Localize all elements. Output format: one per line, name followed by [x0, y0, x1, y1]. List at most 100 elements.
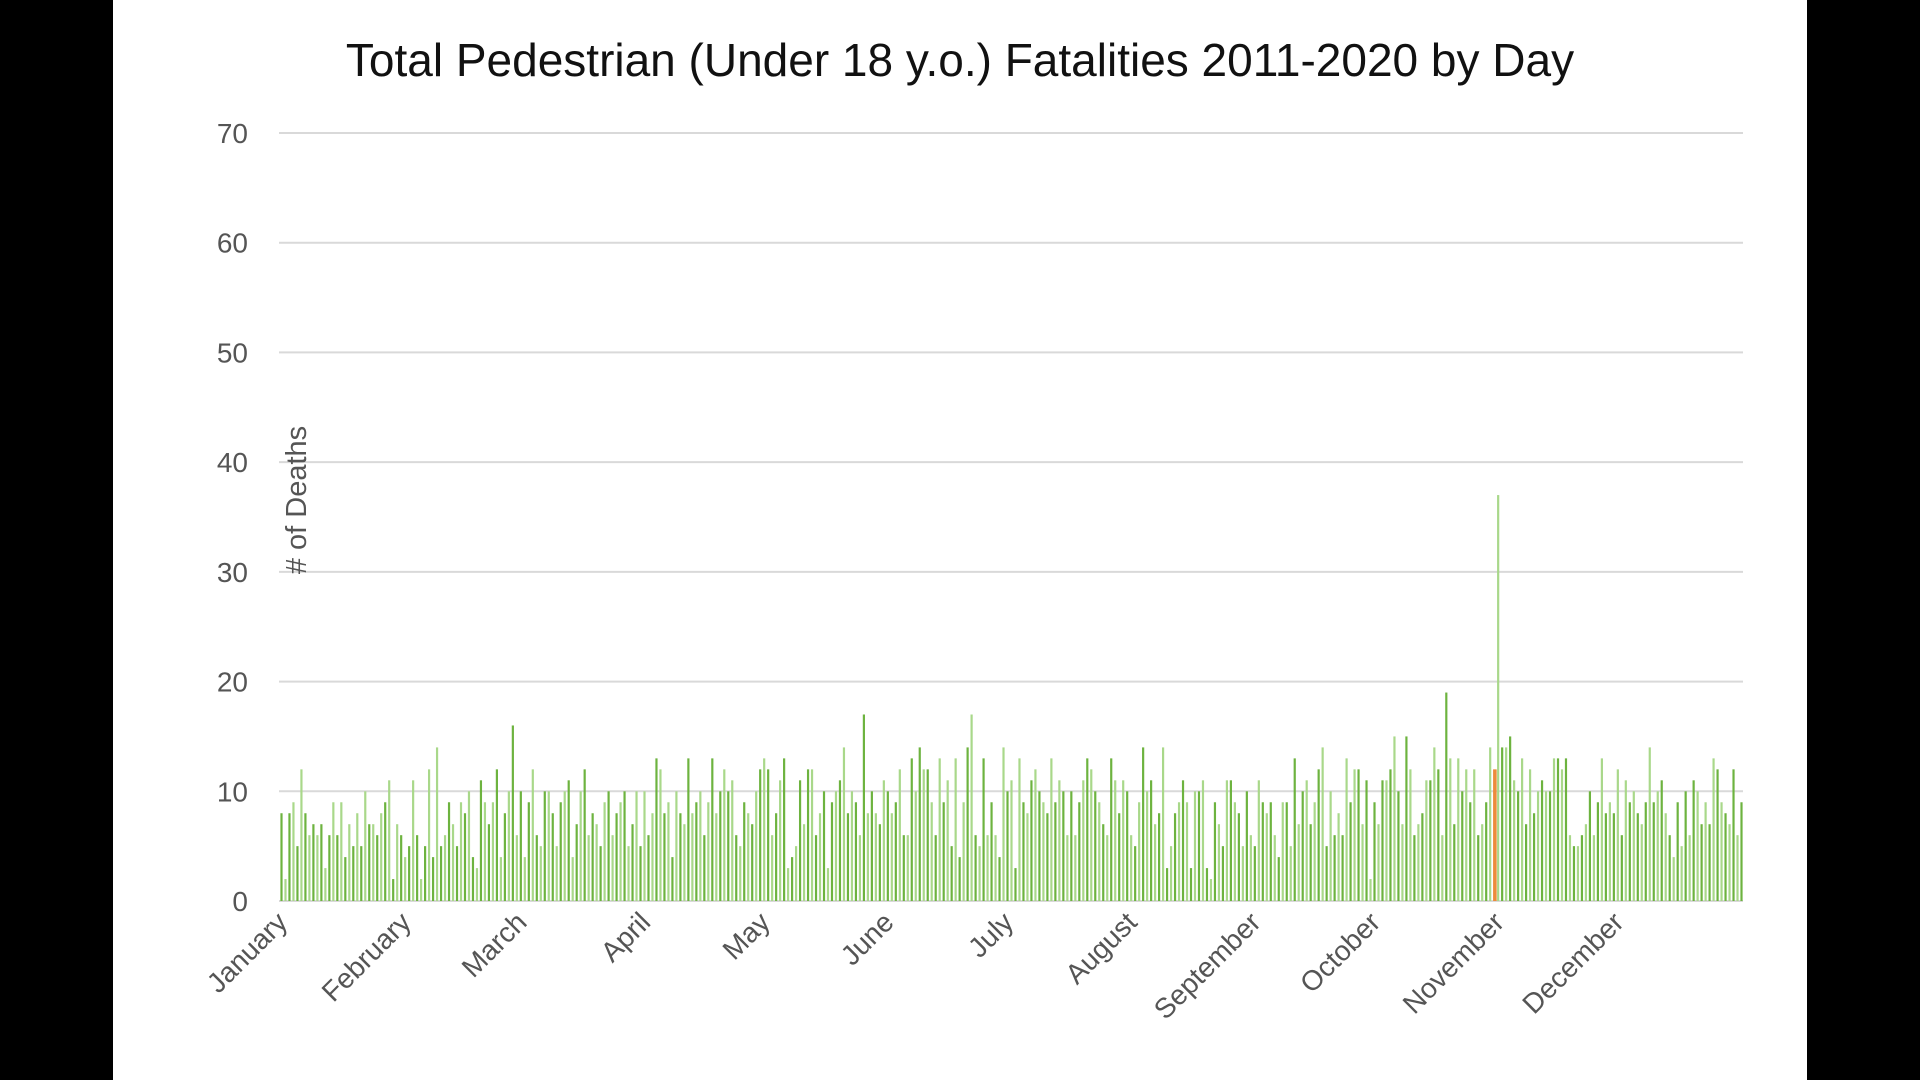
bar: [1501, 747, 1504, 901]
bar: [599, 846, 602, 901]
bar: [982, 758, 985, 901]
x-tick-label: November: [1397, 906, 1510, 1019]
bar: [1158, 813, 1161, 901]
bar: [691, 813, 694, 901]
x-tick-label: June: [835, 906, 900, 971]
bar: [1122, 780, 1125, 901]
bar: [1632, 791, 1635, 901]
bar: [1257, 780, 1260, 901]
bar: [1429, 780, 1432, 901]
bar: [435, 747, 439, 901]
bar: [1110, 758, 1113, 901]
bar: [1712, 758, 1715, 901]
bar: [431, 857, 435, 901]
bar: [966, 747, 969, 901]
bar: [412, 780, 415, 901]
bar: [296, 846, 299, 901]
bar: [1102, 824, 1105, 901]
bar-highlight: [1493, 769, 1497, 901]
bar: [1620, 835, 1623, 901]
bar: [671, 857, 674, 901]
bar: [1377, 824, 1380, 901]
bar: [1329, 791, 1332, 901]
bar: [1405, 736, 1408, 901]
bar: [1528, 769, 1532, 901]
bar: [1736, 835, 1739, 901]
bar: [1560, 769, 1564, 901]
bar: [400, 835, 403, 901]
bar: [814, 835, 818, 901]
bar: [1481, 824, 1484, 901]
bar: [1026, 813, 1029, 901]
bar: [1413, 835, 1416, 901]
bar: [1548, 791, 1552, 901]
bar: [1564, 758, 1568, 901]
bar: [416, 835, 419, 901]
bar: [499, 857, 502, 901]
bar: [1393, 736, 1396, 901]
bar: [1293, 758, 1296, 901]
bar: [818, 813, 822, 901]
bar: [771, 835, 774, 901]
bar: [1485, 802, 1488, 901]
bar: [643, 791, 646, 901]
bar: [408, 846, 411, 901]
bar: [356, 813, 359, 901]
y-tick-label: 40: [217, 447, 248, 478]
bar: [1596, 802, 1599, 901]
bar: [511, 725, 514, 901]
y-axis-ticks: 0 10 20 30 40 50 60 70: [217, 118, 248, 917]
bar: [1150, 780, 1153, 901]
bar: [1054, 802, 1057, 901]
bar: [376, 835, 379, 901]
bar: [775, 813, 778, 901]
bar: [368, 824, 371, 901]
bar: [1325, 846, 1328, 901]
bar: [1652, 802, 1655, 901]
bar: [1684, 791, 1687, 901]
bar: [1297, 824, 1300, 901]
bar: [1536, 791, 1540, 901]
bar: [655, 758, 658, 901]
bar: [998, 857, 1001, 901]
bar: [862, 714, 865, 901]
bar: [495, 769, 498, 901]
x-tick-label: September: [1148, 906, 1267, 1025]
bar: [1656, 791, 1659, 901]
bar: [651, 813, 654, 901]
bar: [1692, 780, 1695, 901]
bar: [994, 835, 997, 901]
bar: [1221, 846, 1225, 901]
bar: [615, 813, 618, 901]
bar: [1728, 824, 1731, 901]
bar: [763, 758, 766, 901]
bar: [886, 791, 889, 901]
bar: [627, 846, 630, 901]
bar: [344, 857, 347, 901]
bar: [663, 813, 666, 901]
bar: [1525, 824, 1528, 901]
bar: [703, 835, 706, 901]
bar: [308, 835, 311, 901]
bar: [332, 802, 335, 901]
bar: [324, 868, 327, 901]
bar: [1397, 791, 1400, 901]
bar: [591, 813, 594, 901]
bar: [970, 714, 973, 901]
bar: [507, 791, 510, 901]
y-tick-label: 50: [217, 337, 248, 368]
chart: Total Pedestrian (Under 18 y.o.) Fatalit…: [201, 34, 1743, 1025]
bar: [1716, 769, 1719, 901]
bar: [838, 780, 842, 901]
bar: [755, 791, 758, 901]
bar: [1572, 846, 1576, 901]
bar: [1193, 791, 1197, 901]
bar: [1209, 879, 1213, 901]
bar: [1688, 835, 1691, 901]
bar: [1046, 813, 1049, 901]
bar: [1668, 835, 1671, 901]
bar: [1477, 835, 1480, 901]
bar: [1205, 868, 1209, 901]
bar: [1050, 758, 1053, 901]
bars: [280, 495, 1743, 901]
